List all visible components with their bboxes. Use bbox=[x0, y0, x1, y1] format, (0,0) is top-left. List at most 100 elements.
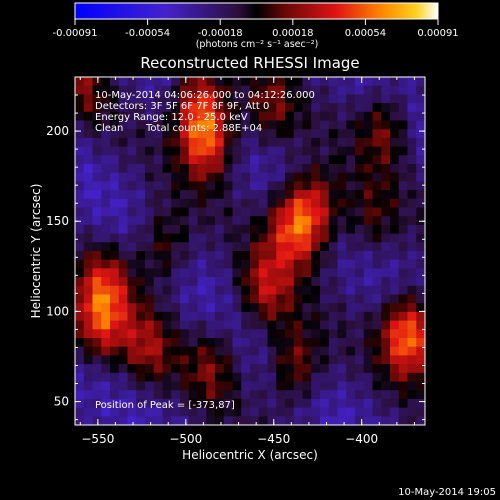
heatmap-cell bbox=[145, 224, 155, 234]
heatmap-cell bbox=[101, 329, 111, 339]
heatmap-cell bbox=[258, 285, 268, 295]
heatmap-cell bbox=[390, 381, 400, 391]
heatmap-cell bbox=[180, 320, 190, 330]
heatmap-cell bbox=[118, 364, 128, 374]
heatmap-cell bbox=[337, 364, 347, 374]
heatmap-cell bbox=[206, 172, 216, 182]
heatmap-cell bbox=[75, 103, 85, 113]
heatmap-cell bbox=[355, 355, 365, 365]
heatmap-cell bbox=[355, 251, 365, 261]
heatmap-cell bbox=[110, 285, 120, 295]
heatmap-cell bbox=[390, 329, 400, 339]
heatmap-cell bbox=[320, 285, 330, 295]
heatmap-cell bbox=[241, 338, 251, 348]
heatmap-cell bbox=[416, 416, 425, 425]
heatmap-cell bbox=[363, 77, 373, 87]
heatmap-cell bbox=[92, 320, 102, 330]
heatmap-cell bbox=[180, 77, 190, 87]
heatmap-cell bbox=[355, 285, 365, 295]
heatmap-cell bbox=[215, 120, 225, 130]
heatmap-cell bbox=[337, 146, 347, 156]
heatmap-cell bbox=[381, 111, 391, 121]
heatmap-cell bbox=[83, 198, 93, 208]
heatmap-cell bbox=[83, 103, 93, 113]
heatmap-cell bbox=[320, 77, 330, 87]
heatmap-cell bbox=[162, 346, 172, 356]
heatmap-cell bbox=[215, 190, 225, 200]
heatmap-cell bbox=[407, 164, 417, 174]
heatmap-cell bbox=[83, 224, 93, 234]
heatmap-cell bbox=[372, 242, 382, 252]
heatmap-cell bbox=[372, 346, 382, 356]
heatmap-cell bbox=[398, 103, 408, 113]
heatmap-cell bbox=[258, 111, 268, 121]
heatmap-cell bbox=[206, 251, 216, 261]
heatmap-cell bbox=[241, 155, 251, 165]
heatmap-cell bbox=[215, 294, 225, 304]
heatmap-cell bbox=[206, 103, 216, 113]
heatmap-cell bbox=[293, 94, 303, 104]
heatmap-cell bbox=[381, 164, 391, 174]
heatmap-cell bbox=[311, 103, 321, 113]
heatmap-cell bbox=[197, 77, 207, 87]
heatmap-cell bbox=[92, 303, 102, 313]
heatmap-cell bbox=[337, 303, 347, 313]
heatmap-cell bbox=[390, 129, 400, 139]
heatmap-cell bbox=[355, 77, 365, 87]
heatmap-cell bbox=[293, 407, 303, 417]
heatmap-cell bbox=[232, 137, 242, 147]
heatmap-cell bbox=[276, 190, 286, 200]
heatmap-cell bbox=[320, 172, 330, 182]
heatmap-cell bbox=[258, 407, 268, 417]
colorbar-frame bbox=[74, 2, 439, 20]
heatmap-cell bbox=[311, 390, 321, 400]
heatmap-cell bbox=[180, 303, 190, 313]
heatmap-cell bbox=[363, 338, 373, 348]
heatmap-cell bbox=[355, 233, 365, 243]
heatmap-cell bbox=[293, 146, 303, 156]
heatmap-cell bbox=[92, 120, 102, 130]
heatmap-cell bbox=[390, 311, 400, 321]
heatmap-cell bbox=[215, 364, 225, 374]
heatmap-cell bbox=[110, 277, 120, 287]
heatmap-cell bbox=[110, 207, 120, 217]
heatmap-cell bbox=[197, 207, 207, 217]
heatmap-cell bbox=[390, 85, 400, 95]
heatmap-cell bbox=[127, 355, 137, 365]
heatmap-cell bbox=[276, 329, 286, 339]
heatmap-cell bbox=[293, 285, 303, 295]
heatmap-cell bbox=[381, 329, 391, 339]
heatmap-cell bbox=[346, 364, 356, 374]
heatmap-cell bbox=[110, 155, 120, 165]
heatmap-cell bbox=[250, 303, 260, 313]
heatmap-cell bbox=[258, 129, 268, 139]
heatmap-cell bbox=[101, 190, 111, 200]
heatmap-cell bbox=[215, 329, 225, 339]
heatmap-cell bbox=[267, 303, 277, 313]
heatmap-cell bbox=[355, 181, 365, 191]
heatmap-cell bbox=[293, 329, 303, 339]
heatmap-cell bbox=[328, 207, 338, 217]
heatmap-cell bbox=[311, 320, 321, 330]
heatmap-cell bbox=[337, 137, 347, 147]
heatmap-cell bbox=[145, 268, 155, 278]
heatmap-cell bbox=[328, 355, 338, 365]
plot-frame bbox=[74, 76, 426, 426]
heatmap-cell bbox=[118, 103, 128, 113]
heatmap-cell bbox=[136, 155, 146, 165]
heatmap-cell bbox=[337, 311, 347, 321]
heatmap-cell bbox=[285, 137, 295, 147]
heatmap-cell bbox=[188, 355, 198, 365]
heatmap-cell bbox=[171, 407, 181, 417]
heatmap-cell bbox=[293, 181, 303, 191]
heatmap-cell bbox=[276, 268, 286, 278]
heatmap-cell bbox=[110, 172, 120, 182]
heatmap-cell bbox=[381, 320, 391, 330]
heatmap-cell bbox=[188, 303, 198, 313]
heatmap-cell bbox=[276, 155, 286, 165]
heatmap-cell bbox=[101, 155, 111, 165]
heatmap-cell bbox=[293, 277, 303, 287]
heatmap-cell bbox=[258, 216, 268, 226]
heatmap-cell bbox=[398, 164, 408, 174]
heatmap-cell bbox=[390, 224, 400, 234]
